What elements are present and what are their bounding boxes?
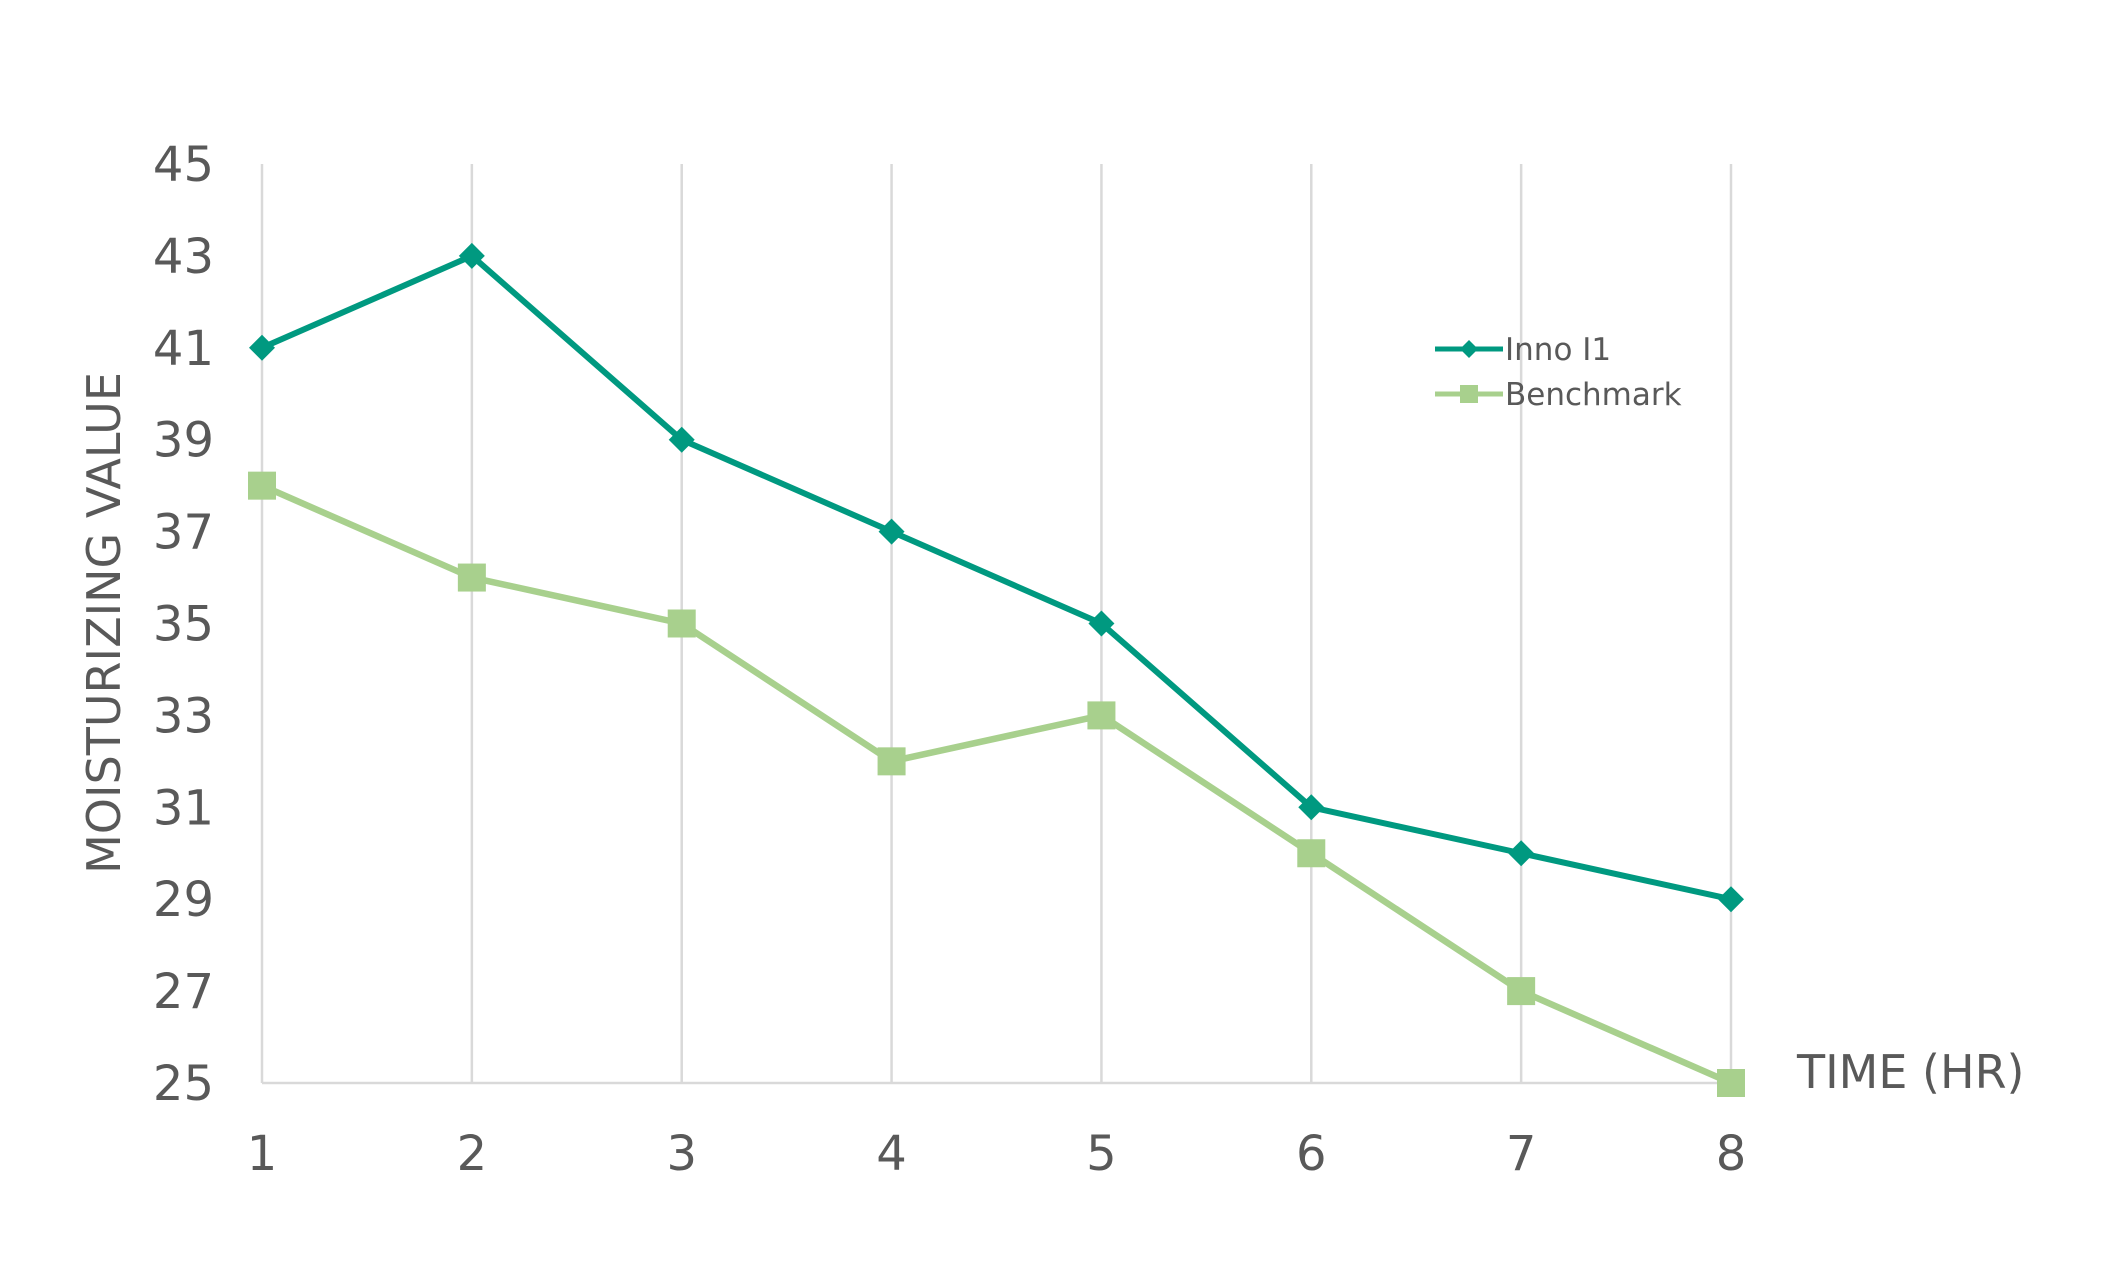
data-point-inno-i1 xyxy=(878,518,905,545)
y-tick-label: 33 xyxy=(153,688,214,744)
data-point-benchmark xyxy=(457,563,486,592)
chart-series xyxy=(248,242,1745,1097)
y-tick-label: 41 xyxy=(153,321,214,377)
chart-legend: Inno I1 Benchmark xyxy=(1435,332,1682,413)
x-tick-label: 3 xyxy=(666,1126,697,1182)
data-point-benchmark xyxy=(1507,977,1536,1006)
x-axis-title: TIME (HR) xyxy=(1796,1045,2024,1099)
data-point-inno-i1 xyxy=(668,426,695,453)
legend-label: Inno I1 xyxy=(1505,332,1611,368)
x-tick-label: 6 xyxy=(1296,1126,1327,1182)
y-tick-label: 31 xyxy=(153,780,214,836)
data-point-inno-i1 xyxy=(1508,840,1535,867)
series-benchmark xyxy=(248,471,1745,1097)
legend-item-benchmark: Benchmark xyxy=(1435,377,1682,413)
data-point-benchmark xyxy=(248,471,276,500)
data-point-benchmark xyxy=(1717,1069,1745,1097)
data-point-benchmark xyxy=(667,609,696,638)
series-line-inno-i1 xyxy=(260,252,1732,903)
legend-item-inno-i1: Inno I1 xyxy=(1435,332,1611,368)
data-point-benchmark xyxy=(1297,839,1326,868)
x-tick-label: 5 xyxy=(1086,1126,1117,1182)
data-point-inno-i1 xyxy=(458,242,485,269)
series-inno-i1 xyxy=(249,242,1744,913)
legend-label: Benchmark xyxy=(1505,377,1682,413)
x-tick-label: 1 xyxy=(247,1126,278,1182)
data-point-inno-i1 xyxy=(1298,794,1325,821)
x-axis-tick-labels: 1 2 3 4 5 6 7 8 xyxy=(247,1126,1747,1182)
series-line-benchmark xyxy=(260,482,1733,1086)
data-point-inno-i1 xyxy=(1718,886,1744,913)
x-tick-label: 8 xyxy=(1716,1126,1747,1182)
data-point-benchmark xyxy=(1087,701,1116,730)
data-point-inno-i1 xyxy=(1088,610,1115,637)
y-tick-label: 35 xyxy=(153,597,214,653)
y-tick-label: 45 xyxy=(153,137,214,193)
x-tick-label: 4 xyxy=(876,1126,907,1182)
chart-gridlines xyxy=(260,164,1733,1083)
x-tick-label: 7 xyxy=(1506,1126,1537,1182)
y-tick-label: 37 xyxy=(153,505,214,561)
data-point-inno-i1 xyxy=(249,334,275,361)
y-tick-label: 43 xyxy=(153,229,214,285)
x-tick-label: 2 xyxy=(457,1126,488,1182)
data-point-benchmark xyxy=(877,747,906,776)
legend-marker xyxy=(1460,340,1478,358)
y-axis-tick-labels: 25 27 29 31 33 35 37 39 41 43 45 xyxy=(153,137,214,1112)
y-tick-label: 29 xyxy=(153,872,214,928)
y-tick-label: 39 xyxy=(153,413,214,469)
y-tick-label: 27 xyxy=(153,964,214,1020)
legend-marker xyxy=(1460,385,1478,403)
y-tick-label: 25 xyxy=(153,1056,214,1112)
y-axis-title: MOISTURIZING VALUE xyxy=(77,372,131,874)
